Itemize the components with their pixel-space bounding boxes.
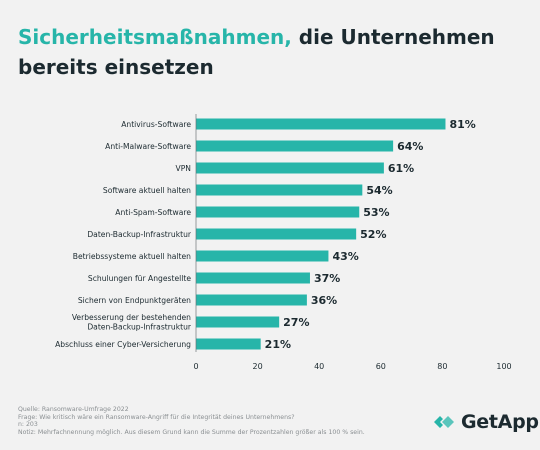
category-label: Betriebssysteme aktuell halten (73, 252, 191, 261)
title-line2: bereits einsetzen (18, 55, 214, 79)
category-label: Daten-Backup-Infrastruktur (87, 230, 192, 239)
bar (196, 228, 357, 240)
title-highlight: Sicherheitsmaßnahmen, (18, 25, 292, 49)
value-label: 53% (363, 206, 389, 219)
x-tick-label: 80 (437, 362, 447, 371)
x-tick-label: 60 (376, 362, 386, 371)
x-tick-label: 0 (193, 362, 198, 371)
bar (196, 140, 394, 152)
chart-title: Sicherheitsmaßnahmen, die Unternehmen be… (18, 22, 528, 82)
category-label: Abschluss einer Cyber-Versicherung (55, 340, 191, 349)
bar (196, 316, 280, 328)
category-label: Schulungen für Angestellte (88, 274, 191, 283)
value-label: 81% (449, 118, 475, 131)
bar-chart: Antivirus-Software 81% Anti-Malware-Softwa… (55, 114, 512, 371)
category-label: Verbesserung der bestehenden Daten-Backup… (72, 313, 192, 331)
value-label: 36% (311, 294, 337, 307)
bar (196, 338, 261, 350)
footer-note: Notiz: Mehrfachnennung möglich. Aus dies… (18, 428, 365, 436)
value-label: 52% (360, 228, 386, 241)
x-tick-label: 20 (253, 362, 263, 371)
bar (196, 206, 360, 218)
footer-sample: n: 203 (18, 421, 38, 429)
x-tick-label: 40 (314, 362, 324, 371)
category-label: Software aktuell halten (103, 186, 191, 195)
category-label: VPN (176, 164, 191, 173)
value-label: 64% (397, 140, 423, 153)
category-label: Anti-Spam-Software (115, 208, 191, 217)
value-label: 43% (332, 250, 358, 263)
value-label: 61% (388, 162, 414, 175)
chart-footer: Quelle: Ransomware-Umfrage 2022 Frage: W… (18, 406, 438, 436)
footer-source: Quelle: Ransomware-Umfrage 2022 (18, 406, 129, 413)
category-label: Antivirus-Software (121, 120, 191, 129)
getapp-arrows-icon (434, 416, 454, 428)
x-tick-label: 100 (496, 362, 511, 371)
bar (196, 162, 384, 174)
title-rest: die Unternehmen (291, 25, 495, 49)
value-label: 54% (366, 184, 392, 197)
category-label: Anti-Malware-Software (105, 142, 191, 151)
category-label: Sichern von Endpunktgeräten (78, 296, 191, 305)
value-label: 27% (283, 316, 309, 329)
bar (196, 250, 329, 262)
bar (196, 184, 363, 196)
logo-text: GetApp (461, 411, 539, 433)
value-label: 37% (314, 272, 340, 285)
bar (196, 118, 446, 130)
footer-question: Frage: Wie kritisch wäre ein Ransomware-… (18, 413, 295, 421)
bar (196, 272, 310, 284)
value-label: 21% (265, 338, 291, 351)
bar (196, 294, 307, 306)
getapp-logo: GetApp (432, 410, 539, 434)
